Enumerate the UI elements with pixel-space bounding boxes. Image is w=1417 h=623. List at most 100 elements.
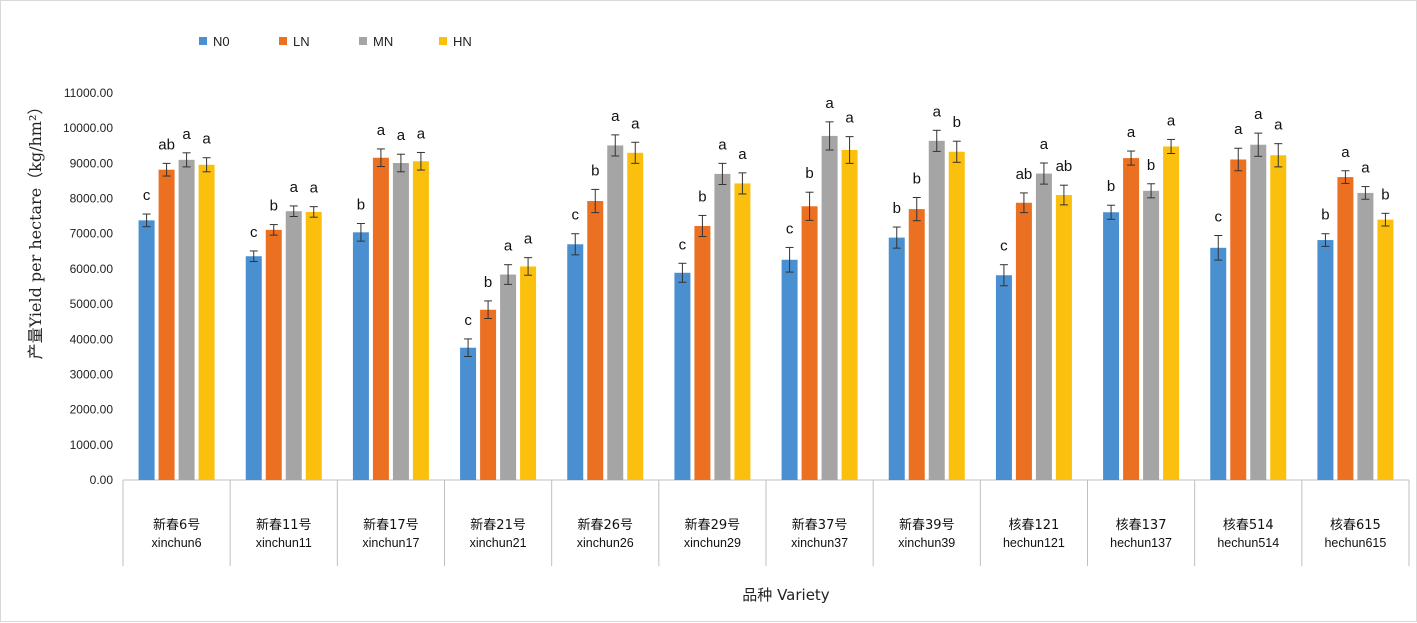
significance-letter: b bbox=[1147, 157, 1155, 174]
bar-n0-xinchun26 bbox=[567, 244, 584, 480]
bar-n0-xinchun21 bbox=[460, 347, 477, 480]
category-label-en: hechun514 bbox=[1217, 536, 1279, 550]
bar-ln-xinchun29 bbox=[694, 225, 711, 480]
bar-ln-xinchun17 bbox=[372, 157, 389, 480]
significance-letter: b bbox=[1381, 186, 1389, 203]
bar-mn-xinchun26 bbox=[607, 145, 624, 481]
bar-n0-hechun514 bbox=[1210, 247, 1227, 480]
category-label-cn: 新春37号 bbox=[792, 517, 848, 533]
category-label-en: xinchun6 bbox=[152, 536, 202, 550]
category-label-cn: 新春29号 bbox=[685, 517, 741, 533]
significance-letter: b bbox=[953, 114, 961, 131]
significance-letter: c bbox=[679, 236, 687, 253]
bar-hn-hechun137 bbox=[1163, 146, 1180, 480]
y-tick-label: 10000.00 bbox=[63, 121, 113, 135]
bar-mn-hechun137 bbox=[1143, 190, 1160, 480]
significance-letter: a bbox=[310, 180, 319, 197]
legend-label-mn: MN bbox=[373, 34, 393, 49]
category-label-cn: 核春615 bbox=[1330, 518, 1381, 533]
significance-letter: a bbox=[1274, 117, 1283, 134]
bar-n0-xinchun37 bbox=[781, 259, 798, 480]
significance-letter: a bbox=[1361, 160, 1370, 177]
significance-letter: a bbox=[1234, 121, 1243, 138]
category-label-cn: 核春121 bbox=[1009, 518, 1060, 533]
significance-letter: b bbox=[913, 170, 921, 187]
category-label-en: xinchun21 bbox=[470, 536, 527, 550]
category-label-en: xinchun17 bbox=[362, 536, 419, 550]
bar-hn-xinchun29 bbox=[734, 183, 751, 480]
category-label-en: xinchun39 bbox=[898, 536, 955, 550]
significance-letter: b bbox=[484, 274, 492, 291]
significance-letter: ab bbox=[158, 136, 175, 153]
significance-letter: b bbox=[591, 162, 599, 179]
bar-mn-xinchun39 bbox=[928, 140, 945, 480]
y-tick-label: 5000.00 bbox=[70, 297, 114, 311]
significance-letter: a bbox=[504, 238, 513, 255]
category-label-cn: 核春137 bbox=[1116, 518, 1167, 533]
y-tick-label: 1000.00 bbox=[70, 438, 114, 452]
bar-hn-hechun121 bbox=[1055, 195, 1072, 480]
bar-ln-xinchun39 bbox=[908, 209, 925, 480]
significance-letter: a bbox=[611, 108, 620, 125]
y-tick-label: 4000.00 bbox=[70, 332, 114, 346]
legend-swatch-mn bbox=[359, 37, 367, 45]
category-label-en: xinchun37 bbox=[791, 536, 848, 550]
bar-n0-xinchun11 bbox=[245, 256, 262, 480]
bar-ln-xinchun6 bbox=[158, 169, 175, 481]
bar-ln-hechun121 bbox=[1015, 202, 1032, 480]
y-tick-label: 2000.00 bbox=[70, 403, 114, 417]
significance-letter: a bbox=[417, 125, 426, 142]
y-tick-label: 6000.00 bbox=[70, 262, 114, 276]
significance-letter: b bbox=[1107, 178, 1115, 195]
significance-letter: a bbox=[1167, 112, 1176, 129]
bar-n0-xinchun17 bbox=[352, 232, 369, 480]
bar-mn-xinchun37 bbox=[821, 135, 838, 480]
significance-letter: a bbox=[718, 136, 727, 153]
legend-swatch-n0 bbox=[199, 37, 207, 45]
significance-letter: a bbox=[1341, 144, 1350, 161]
bar-mn-xinchun21 bbox=[500, 274, 517, 480]
legend-swatch-ln bbox=[279, 37, 287, 45]
significance-letter: b bbox=[1321, 207, 1329, 224]
y-axis-label: 产量Yield per hectare（kg/hm²） bbox=[26, 99, 45, 360]
significance-letter: c bbox=[464, 312, 472, 329]
y-tick-label: 9000.00 bbox=[70, 156, 114, 170]
bar-hn-xinchun39 bbox=[948, 151, 965, 480]
significance-letter: a bbox=[290, 179, 299, 196]
significance-letter: c bbox=[143, 187, 151, 204]
significance-letter: ab bbox=[1016, 166, 1033, 183]
bar-hn-xinchun37 bbox=[841, 149, 858, 480]
bar-ln-hechun137 bbox=[1123, 158, 1140, 480]
category-label-cn: 新春39号 bbox=[899, 517, 955, 533]
significance-letter: a bbox=[1127, 124, 1136, 141]
significance-letter: a bbox=[738, 146, 747, 163]
bar-mn-hechun514 bbox=[1250, 144, 1267, 480]
bar-ln-xinchun26 bbox=[587, 201, 604, 480]
bar-ln-hechun514 bbox=[1230, 159, 1247, 480]
bar-hn-xinchun11 bbox=[305, 211, 322, 480]
significance-letter: b bbox=[893, 200, 901, 217]
significance-letter: c bbox=[786, 220, 794, 237]
bar-hn-xinchun21 bbox=[520, 266, 537, 480]
bar-n0-xinchun6 bbox=[138, 220, 155, 480]
significance-letter: a bbox=[202, 131, 211, 148]
category-label-cn: 新春11号 bbox=[256, 517, 312, 533]
category-label-cn: 核春514 bbox=[1223, 518, 1274, 533]
significance-letter: ab bbox=[1056, 158, 1073, 175]
bar-ln-hechun615 bbox=[1337, 177, 1354, 481]
bar-mn-hechun121 bbox=[1035, 173, 1052, 481]
bar-mn-xinchun11 bbox=[285, 211, 302, 480]
significance-letter: c bbox=[572, 207, 580, 224]
bar-n0-xinchun39 bbox=[888, 237, 905, 480]
bar-n0-hechun615 bbox=[1317, 240, 1334, 480]
significance-letter: b bbox=[805, 165, 813, 182]
bar-mn-xinchun29 bbox=[714, 173, 731, 480]
significance-letter: a bbox=[397, 127, 406, 144]
significance-letter: a bbox=[524, 231, 533, 248]
category-label-en: hechun615 bbox=[1324, 536, 1386, 550]
significance-letter: a bbox=[825, 95, 834, 112]
bar-ln-xinchun21 bbox=[480, 309, 497, 480]
significance-letter: a bbox=[182, 126, 191, 143]
